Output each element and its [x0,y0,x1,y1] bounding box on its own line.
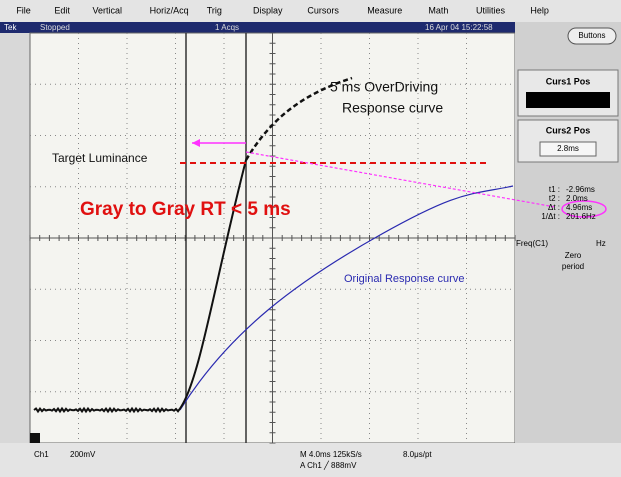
menu-item[interactable]: Trig [207,5,222,15]
menu-item[interactable]: Display [253,5,283,15]
freq-note: period [562,262,584,271]
channel: Ch1 [34,450,49,459]
readout-value: 2.0ms [566,194,588,203]
curs2-value[interactable]: 2.8ms [557,144,579,153]
footer-bar [0,443,621,477]
menu-item[interactable]: Cursors [307,5,339,15]
readout-value: -2.96ms [566,185,595,194]
curs2-label[interactable]: Curs2 Pos [546,125,591,135]
readout-label: 1/Δt : [541,212,560,221]
acqs: 1 Acqs [215,23,239,32]
resolution: 8.0μs/pt [403,450,432,459]
readout-value: 4.96ms [566,203,592,212]
scope-window: File Edit Vertical Horiz/Acq Trig Display Curs… [0,0,621,477]
readout-label: t2 : [549,194,560,203]
readout-label: Δt : [548,203,560,212]
annotation: Original Response curve [344,273,464,285]
annotation: Response curve [342,100,443,116]
menu-item[interactable]: Help [530,5,549,15]
annotation: 5 ms OverDriving [330,79,438,95]
menu-item[interactable]: Utilities [476,5,506,15]
headline: Gray to Gray RT < 5 ms [80,199,291,220]
readout-value: 201.6Hz [566,212,596,221]
brand: Tek [4,23,17,32]
menu-item[interactable]: Math [428,5,448,15]
menu-item[interactable]: Vertical [92,5,122,15]
annotation: Target Luminance [52,151,148,165]
menu-item[interactable]: File [16,5,31,15]
freq-label: Freq(C1) [516,239,548,248]
menu-item[interactable]: Horiz/Acq [150,5,189,15]
freq-unit: Hz [596,239,606,248]
curs1-field[interactable] [526,92,610,108]
readout-label: t1 : [549,185,560,194]
curs1-label[interactable]: Curs1 Pos [546,76,591,86]
timestamp: 16 Apr 04 15:22:58 [425,23,493,32]
trigger: A Ch1 ╱ 888mV [300,460,357,470]
state: Stopped [40,23,70,32]
timebase: M 4.0ms 125kS/s [300,450,362,459]
scale: 200mV [70,450,96,459]
button-label[interactable]: Buttons [578,31,605,40]
ch-marker [30,433,40,443]
menu-item[interactable]: Edit [54,5,70,15]
menu-item[interactable]: Measure [367,5,402,15]
scope-screen: File Edit Vertical Horiz/Acq Trig Display Curs… [0,0,621,477]
freq-note: Zero [565,251,582,260]
